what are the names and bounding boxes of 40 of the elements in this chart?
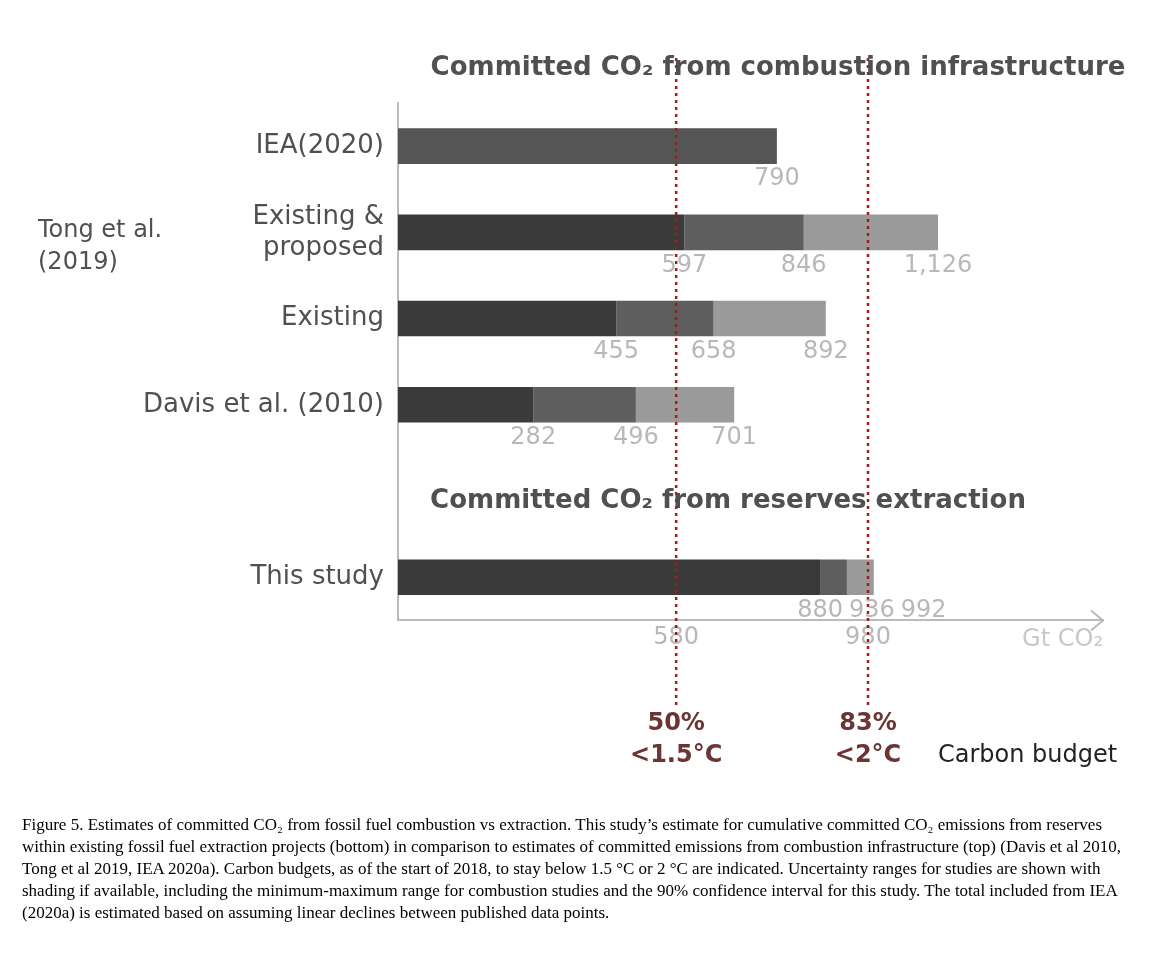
y-tick-label: Existing & proposed bbox=[252, 199, 384, 261]
annotation: 892 bbox=[802, 335, 849, 364]
annotation: 496 bbox=[612, 422, 659, 451]
bar bbox=[533, 387, 636, 423]
bar bbox=[398, 214, 685, 251]
annotation: 701 bbox=[711, 422, 758, 451]
x-tick-label: 580 bbox=[653, 622, 700, 651]
ref-line-label: 83% <2°C bbox=[834, 707, 902, 768]
bar bbox=[820, 559, 847, 596]
annotation: 880 bbox=[797, 594, 843, 623]
caption: Figure 5. Estimates of committed CO₂ from fossil fuel combustion vs extraction. This study’s estimate for cumulative committed CO₂ emissions from reserves within existing fossil fuel extraction projects (bottom) in comparison to estimates of committed emissions from combustion infrastructure (top) (Davis et al 2010, Tong et al 2019, IEA 2020a). Carbon budgets, as of the start of 2018, to stay below 1.5 °C or 2 °C are indicated. Uncertainty ranges for studies are shown with shading if available, including the minimum-maximum range for combustion studies and the 90% confidence interval for this study. The total included from IEA (2020a) is estimated based on assuming linear declines between published data points. bbox=[21, 814, 1123, 924]
bar bbox=[398, 559, 821, 596]
annotation: 790 bbox=[753, 163, 800, 192]
bar bbox=[684, 214, 804, 251]
bar bbox=[635, 387, 735, 423]
annotation: 597 bbox=[661, 249, 708, 278]
text: Tong et al. (2019) bbox=[37, 214, 163, 275]
text: Carbon budget bbox=[938, 739, 1118, 768]
annotation: 992 bbox=[900, 594, 947, 623]
annotation: 846 bbox=[780, 249, 827, 278]
y-tick-label: IEA(2020) bbox=[255, 128, 384, 159]
bar bbox=[616, 300, 714, 337]
ref-line-label: 50% <1.5°C bbox=[630, 707, 723, 768]
y-tick-label: Existing bbox=[281, 301, 384, 332]
x-tick-label: 980 bbox=[845, 622, 891, 651]
annotation: 658 bbox=[690, 335, 737, 364]
annotation: 936 bbox=[848, 594, 895, 623]
annotation: 282 bbox=[510, 422, 557, 451]
y-tick-label: This study bbox=[249, 560, 384, 591]
text: Committed CO₂ from combustion infrastructure bbox=[430, 50, 1126, 81]
bar bbox=[398, 387, 534, 423]
annotation: 455 bbox=[593, 335, 640, 364]
bar bbox=[398, 128, 777, 164]
bar bbox=[398, 300, 617, 337]
annotation: 1,126 bbox=[903, 249, 973, 278]
bar bbox=[846, 559, 874, 596]
bar bbox=[803, 214, 939, 251]
y-tick-label: Davis et al. (2010) bbox=[143, 387, 384, 418]
annotation: Committed CO₂ from reserves extraction bbox=[430, 483, 1026, 514]
bar bbox=[713, 300, 826, 337]
